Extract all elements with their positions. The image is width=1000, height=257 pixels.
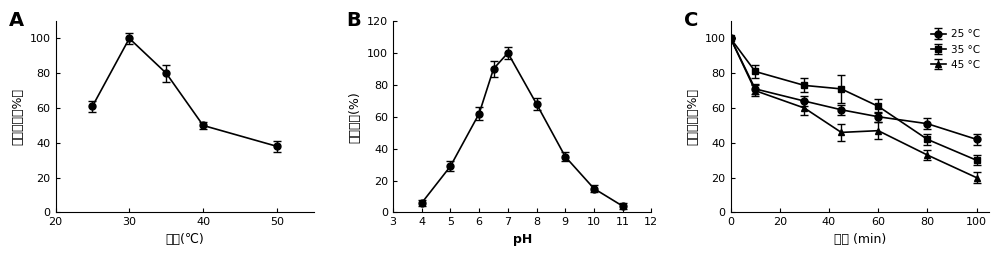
X-axis label: pH: pH xyxy=(513,233,532,246)
Y-axis label: 相对酶活（%）: 相对酶活（%） xyxy=(11,88,24,145)
Text: A: A xyxy=(9,11,24,30)
X-axis label: 温度(℃): 温度(℃) xyxy=(165,233,204,246)
Y-axis label: 相对酶活（%）: 相对酶活（%） xyxy=(686,88,699,145)
Text: C: C xyxy=(684,11,698,30)
X-axis label: 时间 (min): 时间 (min) xyxy=(834,233,886,246)
Legend: 25 °C, 35 °C, 45 °C: 25 °C, 35 °C, 45 °C xyxy=(927,26,984,73)
Y-axis label: 相对酶活(%): 相对酶活(%) xyxy=(349,91,362,143)
Text: B: B xyxy=(347,11,361,30)
